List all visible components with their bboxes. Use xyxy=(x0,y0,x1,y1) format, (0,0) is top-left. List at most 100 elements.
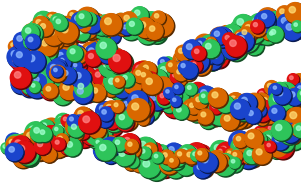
Circle shape xyxy=(254,11,275,32)
Circle shape xyxy=(133,68,148,82)
Circle shape xyxy=(146,78,152,84)
Circle shape xyxy=(153,13,172,32)
Circle shape xyxy=(178,91,199,112)
Circle shape xyxy=(106,141,112,146)
Circle shape xyxy=(294,125,298,129)
Circle shape xyxy=(96,30,111,45)
Circle shape xyxy=(234,96,250,112)
Circle shape xyxy=(15,141,25,151)
Circle shape xyxy=(53,40,71,58)
Circle shape xyxy=(15,148,22,154)
Circle shape xyxy=(112,147,117,153)
Circle shape xyxy=(109,144,127,162)
Circle shape xyxy=(133,99,137,103)
Circle shape xyxy=(114,77,126,88)
Circle shape xyxy=(27,84,38,94)
Circle shape xyxy=(284,15,287,19)
Circle shape xyxy=(281,130,285,134)
Circle shape xyxy=(230,96,236,101)
Circle shape xyxy=(95,136,101,142)
Circle shape xyxy=(286,83,297,94)
Circle shape xyxy=(63,144,67,148)
Circle shape xyxy=(198,162,214,177)
Circle shape xyxy=(272,90,276,94)
Circle shape xyxy=(79,76,85,82)
Circle shape xyxy=(98,134,104,140)
Circle shape xyxy=(138,92,152,106)
Circle shape xyxy=(162,76,178,92)
Circle shape xyxy=(216,34,231,50)
Circle shape xyxy=(42,130,62,150)
Circle shape xyxy=(10,142,26,159)
Circle shape xyxy=(81,79,87,86)
Circle shape xyxy=(29,86,33,89)
Circle shape xyxy=(282,18,301,39)
Circle shape xyxy=(42,54,47,59)
Circle shape xyxy=(125,142,142,159)
Circle shape xyxy=(258,90,270,102)
Circle shape xyxy=(42,29,57,44)
Circle shape xyxy=(265,81,280,96)
Circle shape xyxy=(170,102,181,113)
Circle shape xyxy=(49,13,60,24)
Circle shape xyxy=(143,160,150,167)
Circle shape xyxy=(89,122,107,139)
Circle shape xyxy=(273,94,286,107)
Circle shape xyxy=(115,140,119,144)
Circle shape xyxy=(120,117,125,122)
Circle shape xyxy=(117,19,122,24)
Circle shape xyxy=(188,154,193,158)
Circle shape xyxy=(170,62,181,73)
Circle shape xyxy=(65,122,80,137)
Circle shape xyxy=(266,98,281,113)
Circle shape xyxy=(245,151,262,168)
Circle shape xyxy=(108,116,114,122)
Circle shape xyxy=(162,73,166,76)
Circle shape xyxy=(250,22,271,43)
Circle shape xyxy=(51,64,62,74)
Circle shape xyxy=(74,85,94,105)
Circle shape xyxy=(145,80,150,85)
Circle shape xyxy=(181,50,201,70)
Circle shape xyxy=(186,85,207,106)
Circle shape xyxy=(6,133,22,150)
Circle shape xyxy=(18,145,25,152)
Circle shape xyxy=(160,67,167,73)
Circle shape xyxy=(214,46,219,51)
Circle shape xyxy=(160,94,164,98)
Circle shape xyxy=(53,53,56,57)
Circle shape xyxy=(48,78,68,98)
Circle shape xyxy=(29,40,50,60)
Circle shape xyxy=(116,114,134,131)
Circle shape xyxy=(77,120,89,132)
Circle shape xyxy=(266,101,283,117)
Circle shape xyxy=(117,16,121,19)
Circle shape xyxy=(153,15,175,37)
Circle shape xyxy=(172,161,188,177)
Circle shape xyxy=(63,70,68,76)
Circle shape xyxy=(100,108,114,122)
Circle shape xyxy=(61,31,77,47)
Circle shape xyxy=(182,97,193,107)
Circle shape xyxy=(219,37,224,43)
Circle shape xyxy=(102,107,121,126)
Circle shape xyxy=(272,100,294,122)
Circle shape xyxy=(269,105,284,121)
Circle shape xyxy=(226,43,233,49)
Circle shape xyxy=(281,104,286,108)
Circle shape xyxy=(139,22,146,28)
Circle shape xyxy=(36,138,47,149)
Circle shape xyxy=(290,21,296,28)
Circle shape xyxy=(23,148,34,159)
Circle shape xyxy=(27,131,45,150)
Circle shape xyxy=(73,132,84,143)
Circle shape xyxy=(29,39,48,59)
Circle shape xyxy=(187,86,191,89)
Circle shape xyxy=(60,65,74,79)
Circle shape xyxy=(226,35,247,56)
Circle shape xyxy=(60,31,77,48)
Circle shape xyxy=(292,92,296,95)
Circle shape xyxy=(14,141,35,162)
Circle shape xyxy=(154,154,158,158)
Circle shape xyxy=(33,41,43,51)
